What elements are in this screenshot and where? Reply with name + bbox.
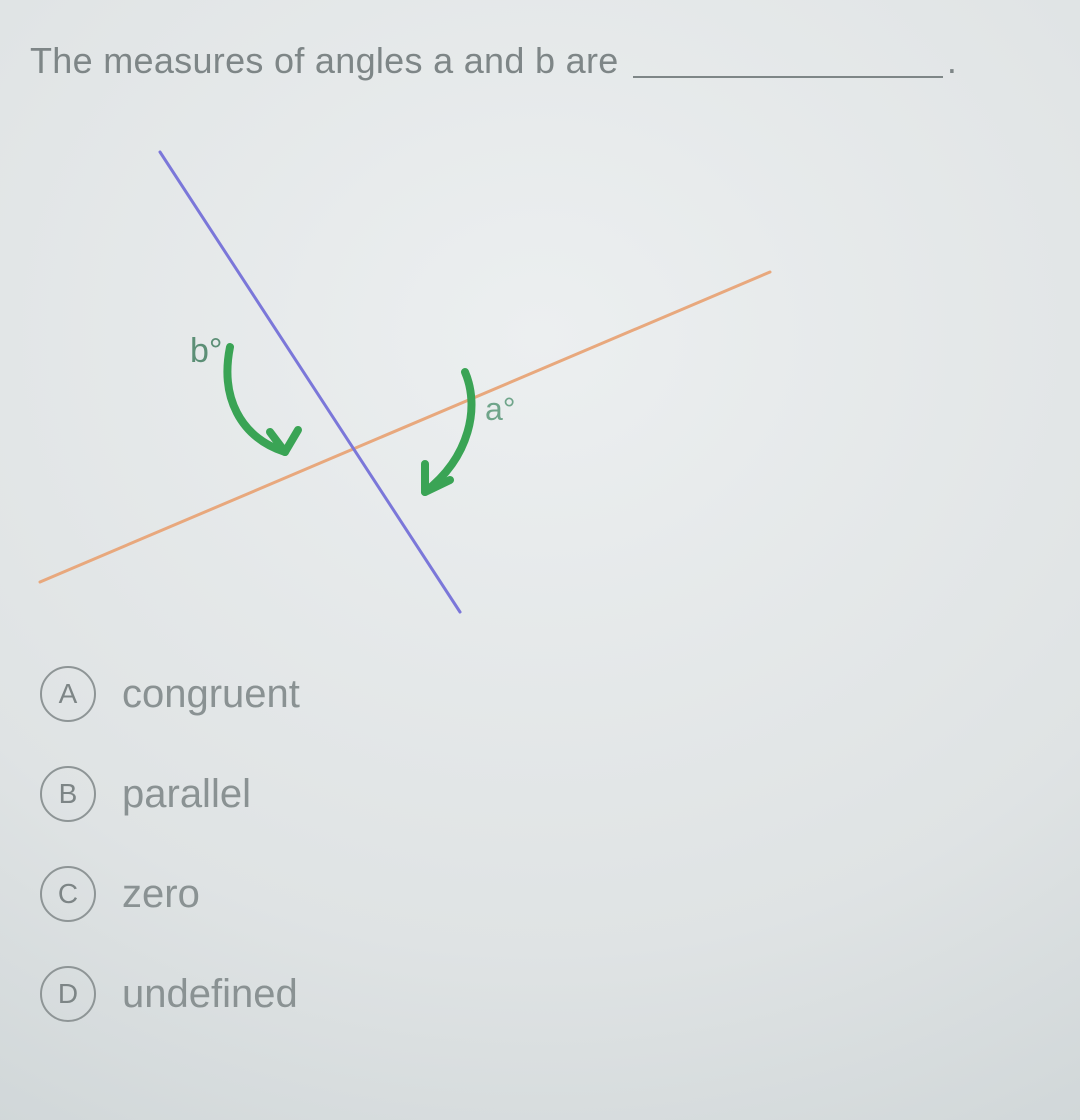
options-list: A congruent B parallel C zero D undefine…: [40, 666, 1050, 1022]
option-a[interactable]: A congruent: [40, 666, 1050, 722]
option-text: zero: [122, 872, 200, 917]
option-c[interactable]: C zero: [40, 866, 1050, 922]
question-container: The measures of angles a and b are . b° a…: [0, 0, 1080, 1096]
question-prefix: The measures of angles a and b are: [30, 40, 619, 81]
option-letter: A: [40, 666, 96, 722]
question-text: The measures of angles a and b are .: [30, 40, 1050, 82]
diagram-svg: b° a°: [30, 92, 790, 622]
option-b[interactable]: B parallel: [40, 766, 1050, 822]
option-letter: B: [40, 766, 96, 822]
diagram: b° a°: [30, 92, 790, 622]
option-text: parallel: [122, 772, 251, 817]
option-text: congruent: [122, 672, 300, 717]
option-letter: D: [40, 966, 96, 1022]
fill-blank: [633, 46, 943, 78]
svg-text:b°: b°: [190, 332, 223, 370]
option-letter: C: [40, 866, 96, 922]
question-suffix: .: [947, 40, 957, 81]
option-text: undefined: [122, 972, 298, 1017]
svg-text:a°: a°: [485, 391, 516, 427]
option-d[interactable]: D undefined: [40, 966, 1050, 1022]
